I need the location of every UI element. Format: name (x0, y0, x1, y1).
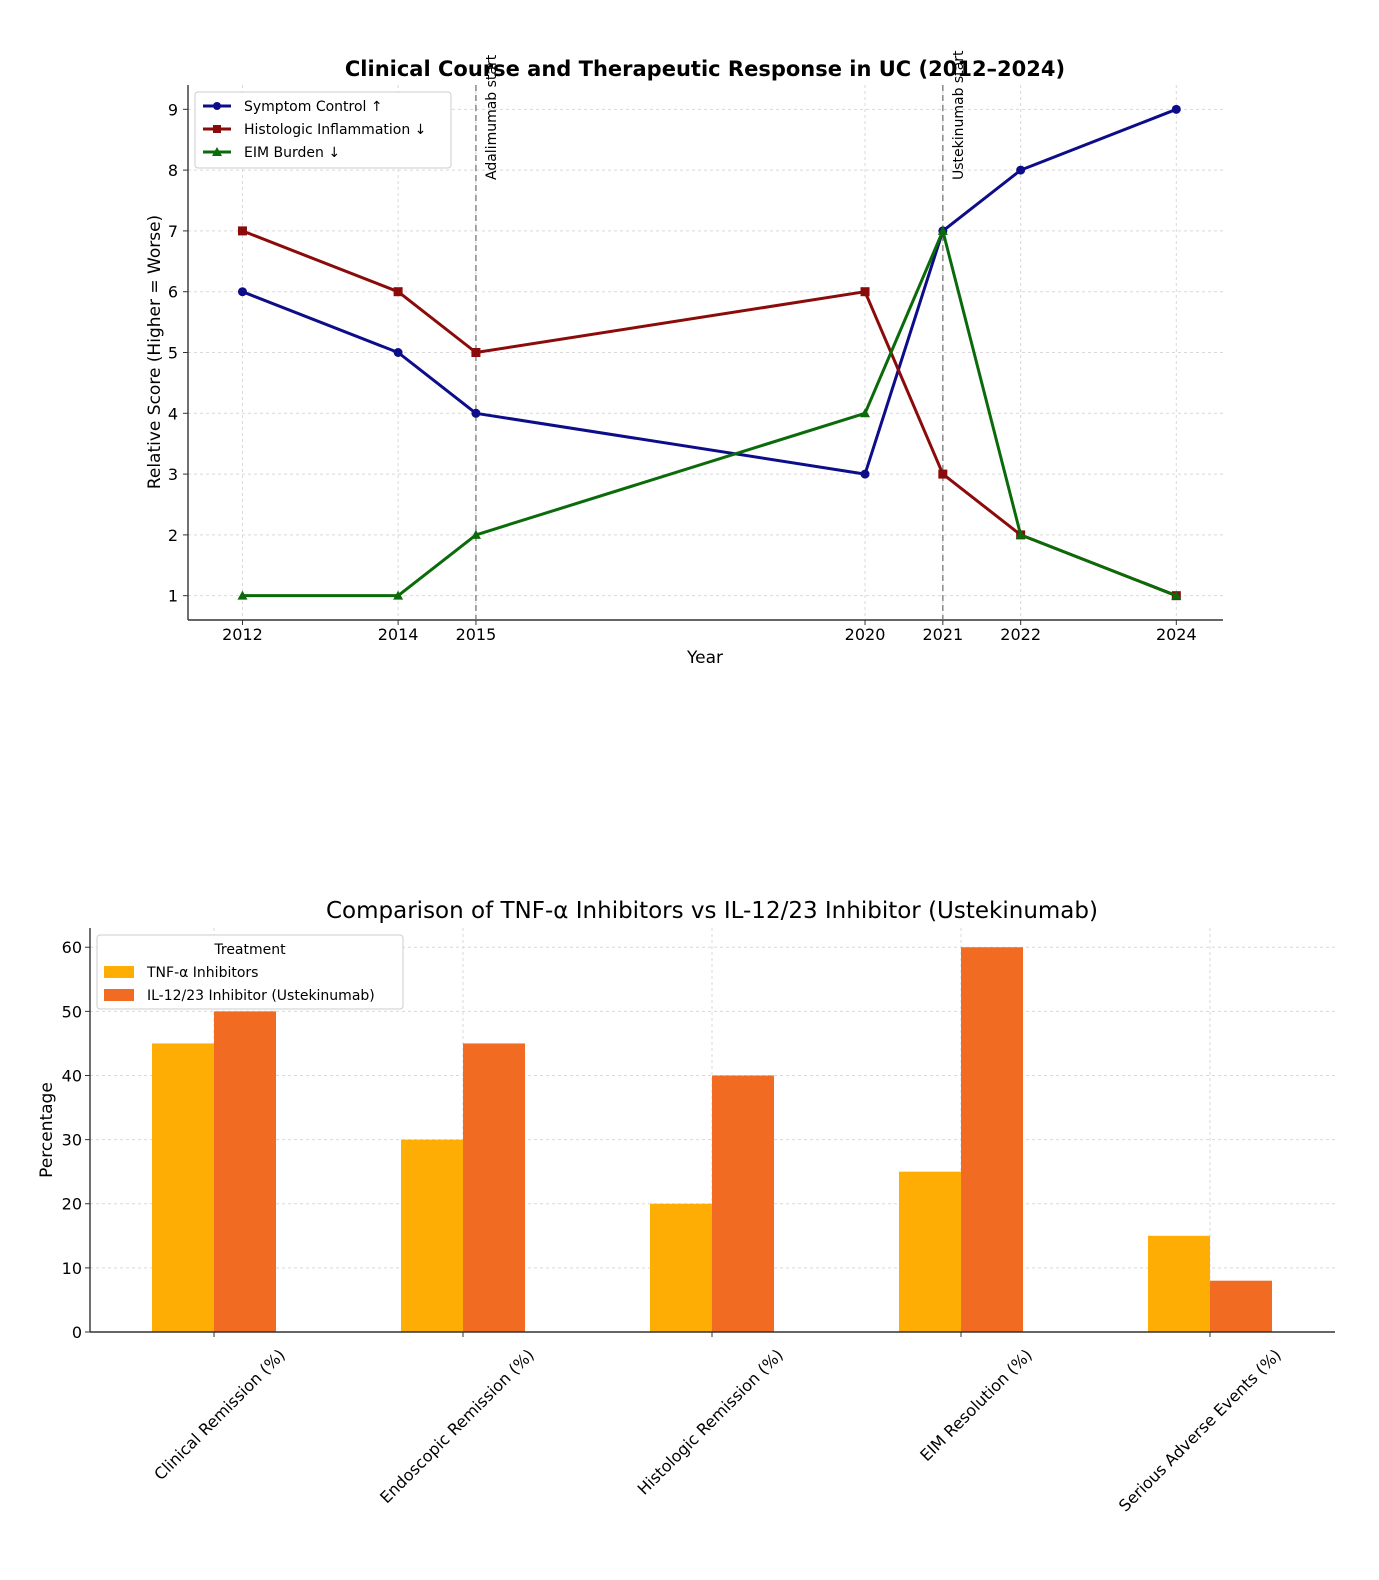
data-point (1015, 529, 1026, 539)
data-point (1016, 165, 1026, 175)
legend-swatch (104, 966, 134, 978)
y-tick-label: 7 (168, 222, 178, 241)
data-point (237, 287, 247, 297)
data-point (237, 590, 248, 600)
x-tick-label: 2022 (1000, 625, 1041, 644)
bar (1210, 1280, 1272, 1332)
y-axis-label: Percentage (37, 1082, 57, 1178)
x-tick-label: Serious Adverse Events (%) (1115, 1345, 1285, 1515)
data-point (237, 226, 247, 236)
y-tick-label: 6 (168, 283, 178, 302)
data-point (860, 287, 870, 297)
legend-marker (213, 125, 221, 133)
bar (712, 1075, 774, 1332)
x-tick-label: 2014 (378, 625, 419, 644)
x-tick-label: EIM Resolution (%) (916, 1345, 1036, 1465)
data-point (471, 408, 481, 418)
legend-box (194, 91, 452, 169)
line-chart: 2012 2014 2015 2020 2021 2022 2024 1 2 3 4 5 6 7 8 9 Ada… (145, 50, 1223, 668)
data-point (393, 590, 404, 600)
bar (152, 1043, 214, 1332)
legend-marker (213, 102, 221, 110)
y-tick-label: 9 (168, 100, 178, 119)
y-tick-label: 0 (72, 1323, 82, 1342)
bar (1148, 1235, 1210, 1332)
y-tick-label: 30 (62, 1131, 82, 1150)
x-axis-label: Year (686, 648, 723, 668)
y-tick-label: 10 (62, 1259, 82, 1278)
y-tick-label: 40 (62, 1066, 82, 1085)
annotation-label: Ustekinumab start (951, 50, 967, 180)
legend-label: Symptom Control ↑ (244, 99, 383, 115)
data-point (937, 225, 948, 235)
x-tick-label: 2020 (845, 625, 886, 644)
data-point (860, 408, 871, 418)
x-tick-label: Endoscopic Remission (%) (376, 1345, 538, 1507)
x-tick-label: 2021 (922, 625, 963, 644)
data-point (471, 348, 481, 357)
legend-marker (212, 147, 222, 156)
bar (650, 1203, 712, 1332)
data-point (393, 348, 403, 357)
y-tick-label: 5 (168, 344, 178, 363)
legend-box (96, 934, 404, 1010)
legend-swatch (104, 989, 134, 1001)
bar (214, 1011, 276, 1332)
y-axis-label: Relative Score (Higher = Worse) (145, 215, 165, 489)
bar (961, 947, 1023, 1332)
x-tick-label: 2024 (1156, 625, 1197, 644)
x-tick-label: Clinical Remission (%) (150, 1345, 289, 1484)
bar (463, 1043, 525, 1332)
bar (401, 1139, 463, 1332)
data-point (393, 287, 403, 297)
y-tick-label: 2 (168, 526, 178, 545)
data-point (938, 469, 948, 479)
data-point (1171, 590, 1182, 600)
legend-title: Treatment (213, 942, 286, 958)
bar-chart: 0 10 20 30 40 50 60 Clinical Remission (%) Endos… (37, 898, 1335, 1515)
legend-label: EIM Burden ↓ (244, 145, 340, 161)
legend-label: Histologic Inflammation ↓ (244, 122, 426, 138)
y-tick-label: 3 (168, 465, 178, 484)
y-tick-label: 50 (62, 1002, 82, 1021)
chart-title: Comparison of TNF-α Inhibitors vs IL-12/… (326, 898, 1098, 924)
chart-title: Clinical Course and Therapeutic Response… (345, 57, 1065, 81)
annotation-label: Adalimumab start (484, 54, 500, 180)
y-tick-label: 20 (62, 1195, 82, 1214)
y-tick-label: 4 (168, 404, 178, 423)
x-tick-label: 2015 (456, 625, 497, 644)
data-point (860, 469, 870, 479)
y-tick-label: 1 (168, 587, 178, 606)
x-tick-label: 2012 (222, 625, 263, 644)
data-point (470, 529, 481, 539)
y-tick-label: 60 (62, 938, 82, 957)
legend: Treatment TNF-α Inhibitors IL-12/23 Inhibi… (96, 934, 404, 1010)
x-tick-label: Histologic Remission (%) (634, 1345, 787, 1498)
data-point (1171, 104, 1181, 114)
legend-label: IL-12/23 Inhibitor (Ustekinumab) (147, 988, 375, 1004)
y-tick-label: 8 (168, 161, 178, 180)
legend-label: TNF-α Inhibitors (146, 965, 258, 981)
bar (899, 1171, 961, 1332)
legend: Symptom Control ↑ Histologic Inflammation… (194, 91, 452, 169)
